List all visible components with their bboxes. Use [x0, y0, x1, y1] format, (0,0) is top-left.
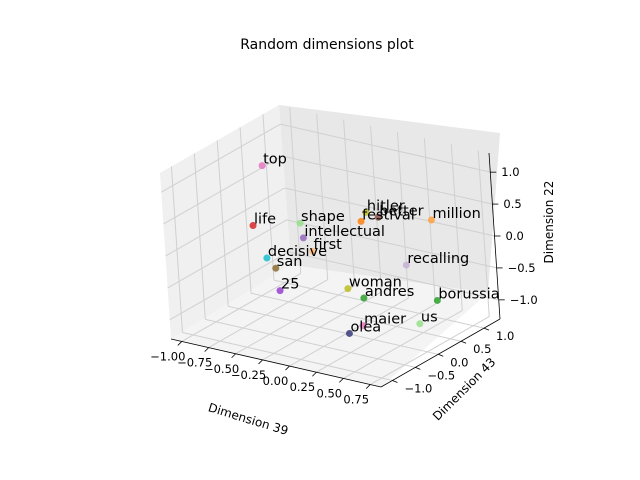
x-grid-floor [181, 273, 302, 342]
scatter-point [249, 222, 257, 230]
scatter-point [309, 247, 316, 255]
x-tick-mark [231, 353, 236, 359]
point-label: decisive [268, 244, 327, 260]
scatter-point [345, 329, 353, 337]
x-tick-label: 0.50 [317, 386, 343, 400]
scatter-point [362, 208, 370, 216]
scatter-point [276, 287, 284, 295]
y-tick-label: 0.5 [473, 342, 491, 356]
point-label: hitler [367, 198, 405, 214]
z-tick-label: −1.0 [510, 293, 538, 307]
point-label: us [421, 310, 438, 326]
y-tick-label: −1.0 [404, 381, 432, 395]
y-grid-floor [182, 331, 393, 381]
point-label: 25 [281, 277, 299, 293]
y-tick-mark [415, 367, 421, 370]
point-label: festival [362, 207, 415, 223]
x-tick-label: 0.25 [290, 380, 316, 394]
x-tick-label: −0.25 [231, 368, 266, 382]
x-axis-label: Dimension 39 [206, 400, 289, 438]
scatter-point [357, 217, 365, 225]
z-grid-left [167, 219, 287, 289]
x-tick-label: −1.00 [150, 349, 185, 363]
x-tick-mark [204, 347, 209, 352]
scatter-point [296, 219, 304, 227]
x-grid-floor [208, 279, 328, 349]
y-grid-floor [273, 279, 485, 329]
y-tick-label: −0.5 [427, 368, 455, 382]
point-label: olea [350, 319, 381, 335]
z-grid-back [286, 219, 497, 269]
z-tick-label: 1.0 [501, 165, 519, 179]
point-label: million [432, 206, 480, 222]
x-grid-floor [262, 291, 382, 361]
scatter-point [299, 234, 307, 242]
y-grid-floor [228, 305, 439, 355]
z-grid-left [161, 123, 281, 193]
x-grid-floor [235, 285, 355, 355]
y-tick-label: 0.0 [450, 355, 468, 369]
x-tick-mark [285, 365, 290, 371]
scatter-point [258, 162, 266, 170]
x-grid-floor [343, 309, 463, 379]
z-tick-label: −0.5 [508, 261, 536, 275]
y-grid-floor [250, 292, 462, 342]
point-label: better [379, 203, 423, 219]
z-grid-back [280, 123, 491, 173]
axis-ticks: −1.00−0.75−0.50−0.250.00 0.25 0.50 0.75 −1.0… [150, 165, 538, 406]
y-tick-mark [460, 340, 467, 344]
point-label: top [263, 152, 287, 168]
z-grid-left [165, 187, 285, 257]
scatter-point [360, 294, 368, 302]
point-label: shape [301, 209, 345, 225]
x-tick-label: −0.50 [204, 362, 239, 376]
x-axis-line [170, 338, 382, 388]
point-label: first [314, 237, 343, 253]
y-tick-mark [438, 353, 444, 357]
x-tick-label: 0.75 [343, 393, 369, 407]
x-grid-floor [369, 316, 490, 385]
point-label: recalling [407, 251, 469, 267]
scatter-point [402, 261, 410, 269]
point-label: borussia [438, 286, 499, 302]
z-axis-label: Dimension 22 [542, 181, 556, 264]
scatter-point [416, 320, 424, 328]
x-tick-mark [177, 341, 183, 346]
y-tick-mark [392, 380, 398, 383]
z-grid-left [169, 251, 289, 321]
z-grid-back [282, 155, 493, 205]
scatter-point [272, 264, 280, 272]
x-tick-mark [258, 359, 263, 365]
x-tick-label: 0.00 [263, 374, 289, 388]
scatter-point [359, 322, 367, 330]
x-tick-mark [339, 378, 344, 383]
x-grid-floor [316, 303, 436, 373]
y-tick-mark [483, 327, 490, 331]
y-axis-line [380, 318, 501, 388]
scatter-point [427, 216, 435, 224]
point-label: maier [364, 312, 406, 328]
point-label: andres [365, 284, 414, 300]
back-pane [279, 105, 500, 293]
scatter-point [263, 254, 271, 262]
point-label: life [254, 212, 276, 228]
chart-title: Random dimensions plot [240, 37, 414, 53]
point-label: woman [349, 275, 402, 291]
x-tick-label: −0.75 [177, 356, 212, 370]
y-tick-label: 1.0 [496, 329, 514, 343]
x-tick-mark [312, 371, 317, 377]
z-grid-back [288, 251, 499, 301]
z-grid-back [284, 187, 495, 237]
scatter-point [374, 213, 382, 221]
y-grid-floor [205, 318, 416, 368]
point-label: intellectual [304, 224, 385, 240]
point-label: san [277, 254, 303, 270]
scatter-point [344, 285, 352, 293]
scatter-point [433, 296, 441, 304]
z-tick-label: 0.0 [506, 229, 524, 243]
x-tick-mark [365, 384, 371, 389]
z-tick-label: 0.5 [503, 197, 521, 211]
